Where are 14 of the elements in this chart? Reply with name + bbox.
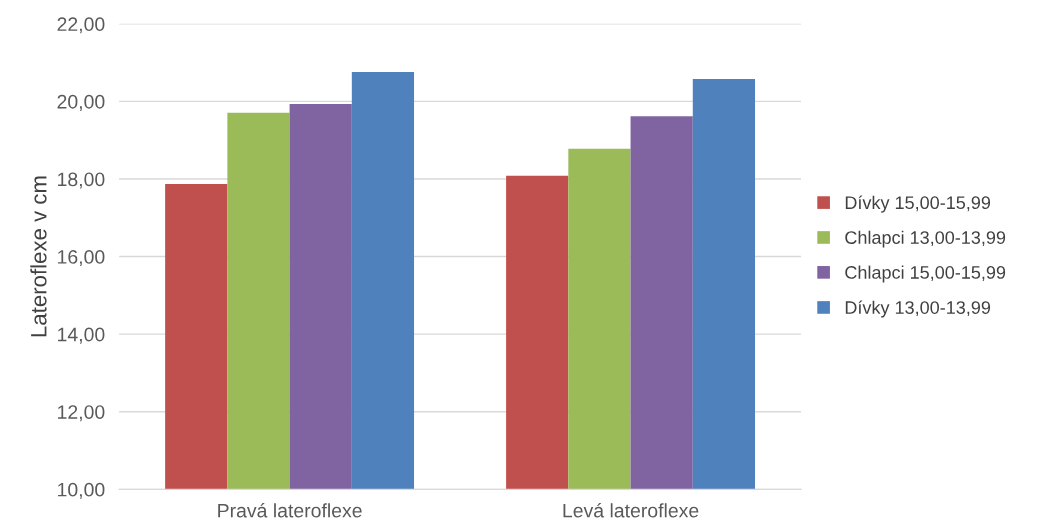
y-tick-label: 12,00 — [58, 405, 105, 422]
legend-label: Dívky 13,00-13,99 — [845, 300, 991, 318]
legend-label: Chlapci 15,00-15,99 — [845, 265, 1006, 283]
y-tick-label: 10,00 — [58, 482, 105, 499]
y-tick-label: 16,00 — [58, 250, 105, 267]
y-tick-label: 20,00 — [57, 94, 105, 111]
y-tick-label: 14,00 — [58, 327, 105, 344]
y-tick-label: 22,00 — [57, 17, 105, 34]
legend-label: Dívky 15,00-15,99 — [845, 195, 991, 213]
y-axis-title: Lateroflexe v cm — [30, 176, 47, 337]
x-tick-label: Pravá lateroflexe — [218, 502, 362, 518]
y-tick-label: 18,00 — [58, 172, 105, 189]
legend-label: Chlapci 13,00-13,99 — [845, 230, 1006, 248]
x-tick-label: Levá lateroflexe — [563, 502, 699, 518]
